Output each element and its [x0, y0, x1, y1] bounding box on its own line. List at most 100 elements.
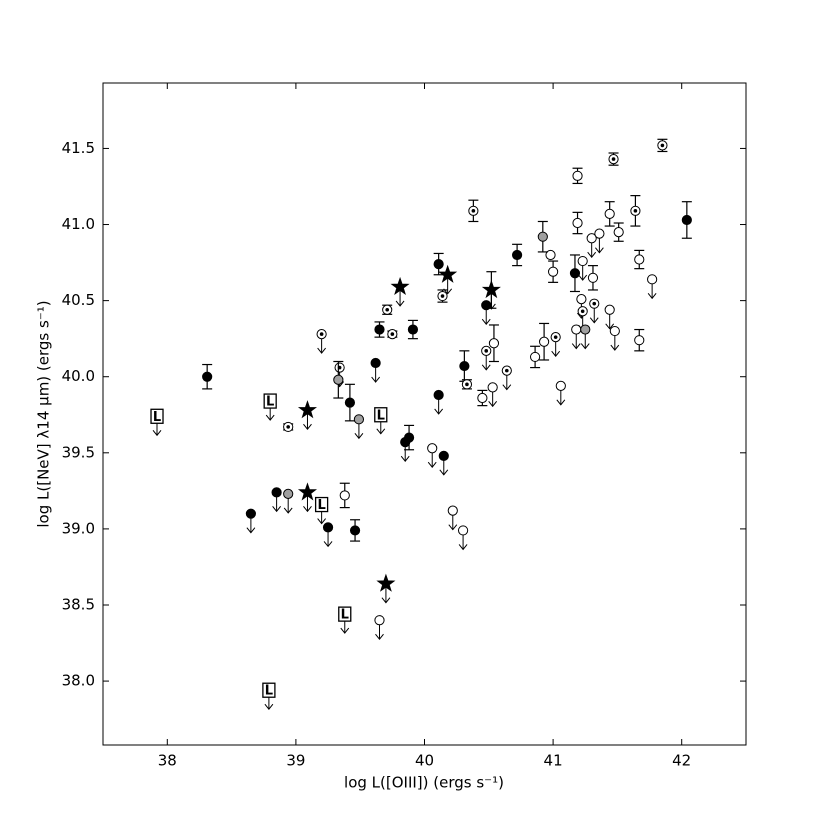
arrow-head	[481, 318, 491, 325]
arrow-head	[595, 247, 604, 254]
circle-point	[647, 274, 658, 285]
arrow-head	[486, 303, 496, 310]
circle-point	[681, 214, 692, 226]
arrow-head	[502, 384, 512, 391]
circle-point	[538, 336, 550, 347]
circle-point	[457, 525, 469, 536]
y-tick-label: 38.0	[62, 672, 95, 690]
star-point	[481, 279, 501, 299]
circle-point	[271, 487, 282, 498]
star-point	[376, 573, 396, 592]
arrow-head	[587, 251, 597, 259]
box-point: L	[150, 408, 164, 425]
circle-point	[537, 231, 548, 242]
box-marker	[263, 393, 277, 409]
box-marker	[314, 496, 329, 513]
circle-point	[333, 374, 344, 385]
arrow-head	[488, 401, 498, 408]
y-tick-label: 40.0	[62, 367, 95, 385]
circle-point	[370, 357, 381, 369]
circle-dot	[440, 294, 445, 298]
circle-dot	[471, 209, 476, 213]
circle-point	[459, 360, 470, 372]
arrow-head	[610, 344, 620, 351]
arrow-head	[303, 423, 312, 430]
box-marker	[150, 408, 164, 424]
circle-point	[283, 488, 294, 499]
circle-point	[594, 228, 605, 239]
arrow-head	[427, 461, 437, 469]
circle-point	[548, 266, 559, 277]
circle-point	[339, 490, 350, 501]
star-point	[438, 264, 458, 283]
circle-point	[634, 254, 645, 265]
arrow-head	[556, 399, 566, 406]
circle-point	[634, 335, 645, 346]
box-point: L	[314, 496, 329, 513]
circle-point	[438, 450, 449, 461]
circle-point	[374, 615, 385, 626]
circle-dot	[633, 209, 638, 213]
arrow-head	[580, 343, 590, 350]
circle-point	[427, 443, 438, 454]
circle-dot	[319, 332, 324, 336]
box-marker-label: L	[341, 608, 349, 623]
circle-point	[245, 508, 256, 519]
circle-point	[433, 389, 444, 401]
y-tick-label: 40.5	[62, 291, 95, 309]
arrow-head	[152, 429, 162, 437]
arrow-head	[371, 376, 381, 383]
circle-dot	[465, 382, 469, 387]
circle-point	[407, 324, 419, 335]
circle-point	[344, 397, 356, 408]
x-tick-label: 41	[544, 752, 563, 770]
star-point	[297, 400, 318, 419]
circle-point	[545, 249, 556, 261]
arrow-head	[283, 507, 293, 514]
y-axis-label: log L([NeV] λ14 μm) (ergs s⁻¹)	[35, 300, 53, 527]
circle-point	[374, 324, 385, 335]
circle-point	[433, 258, 444, 270]
circle-point	[447, 505, 458, 516]
arrow-head	[246, 527, 256, 534]
circle-dot	[390, 332, 395, 336]
circle-point	[572, 170, 583, 181]
arrow-head	[317, 518, 327, 525]
circle-point	[604, 304, 615, 315]
x-tick-label: 38	[158, 752, 177, 770]
circle-point	[569, 268, 581, 279]
box-marker-label: L	[265, 684, 273, 699]
arrow-head	[434, 408, 444, 415]
arrow-head	[647, 293, 657, 300]
box-point: L	[338, 606, 352, 623]
circle-point	[613, 227, 624, 238]
arrow-head	[303, 506, 312, 513]
circle-point	[349, 525, 361, 536]
arrow-head	[375, 633, 384, 641]
arrow-head	[448, 524, 458, 531]
circle-dot	[611, 157, 616, 161]
box-point: L	[374, 407, 388, 423]
y-tick-label: 38.5	[62, 595, 95, 613]
box-marker	[338, 606, 352, 622]
box-point: L	[263, 393, 277, 410]
arrow-head	[354, 433, 364, 440]
arrow-head	[376, 428, 386, 435]
arrow-head	[443, 288, 453, 295]
box-point: L	[262, 682, 276, 699]
box-marker	[262, 682, 276, 698]
y-tick-label: 41.5	[62, 139, 95, 157]
arrow-head	[400, 455, 410, 462]
box-marker-label: L	[266, 395, 274, 410]
arrow-head	[481, 364, 491, 371]
arrow-head	[571, 343, 581, 350]
y-tick-label: 39.5	[62, 443, 95, 461]
circle-dot	[484, 349, 489, 353]
circle-dot	[592, 301, 597, 306]
arrow-head	[340, 627, 350, 634]
circle-point	[202, 371, 213, 382]
circle-dot	[505, 368, 509, 373]
arrow-head	[264, 703, 274, 711]
circle-point	[580, 324, 591, 335]
